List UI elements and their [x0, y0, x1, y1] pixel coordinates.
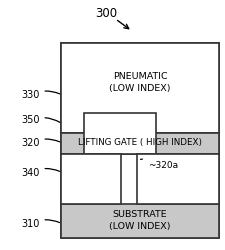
- Bar: [61, 154, 120, 204]
- Text: 330: 330: [21, 90, 59, 100]
- Bar: [61, 42, 218, 132]
- Text: SUBSTRATE
(LOW INDEX): SUBSTRATE (LOW INDEX): [109, 210, 170, 231]
- Text: LIFTING GATE ( HIGH INDEX): LIFTING GATE ( HIGH INDEX): [78, 138, 201, 147]
- Text: 300: 300: [95, 7, 117, 20]
- Bar: [61, 42, 218, 237]
- Text: ~320a: ~320a: [140, 159, 177, 170]
- Bar: [83, 112, 155, 154]
- Bar: [61, 204, 218, 238]
- Bar: [61, 132, 218, 154]
- Text: 310: 310: [21, 219, 59, 229]
- Text: 340: 340: [21, 168, 59, 177]
- Text: 350: 350: [21, 115, 60, 125]
- Text: PNEUMATIC
(LOW INDEX): PNEUMATIC (LOW INDEX): [109, 72, 170, 93]
- Text: 320: 320: [21, 138, 59, 148]
- Bar: [136, 154, 218, 204]
